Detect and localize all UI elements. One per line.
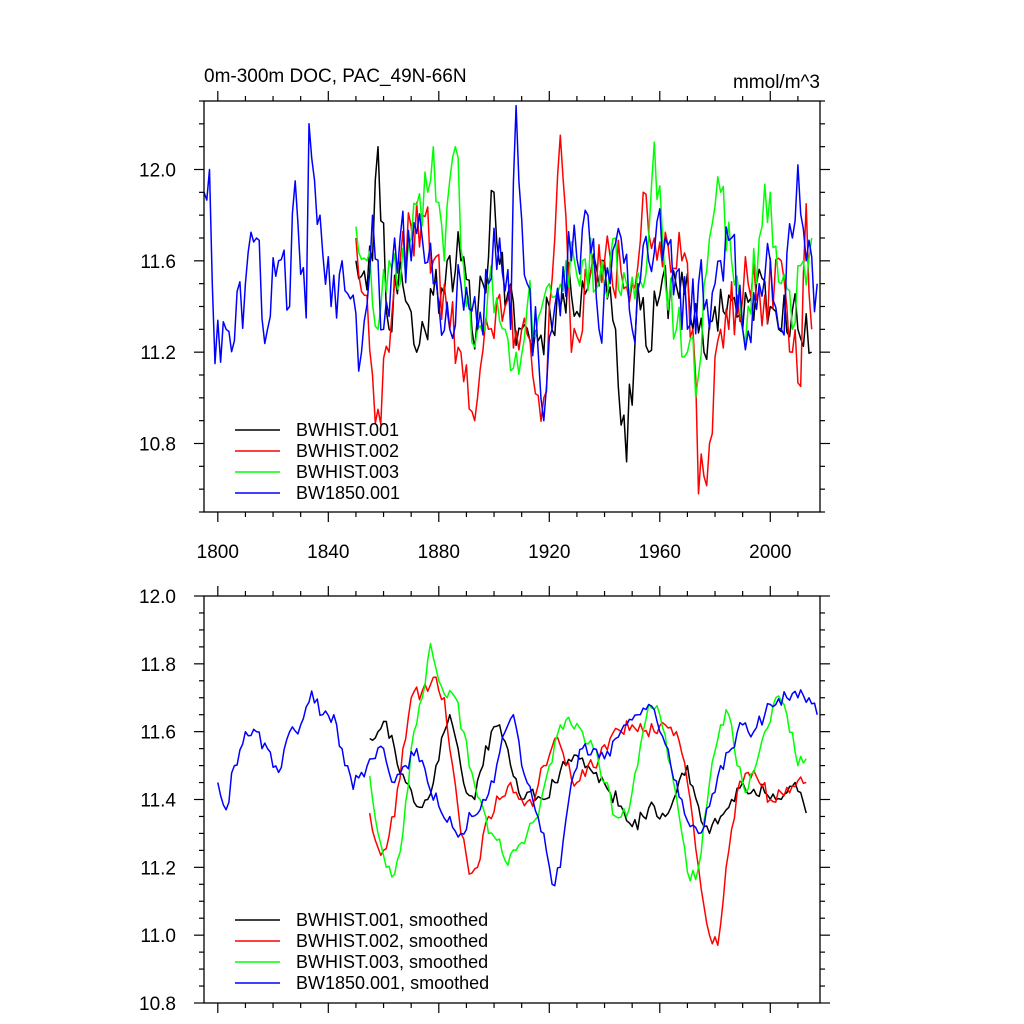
top-chart-units: mmol/m^3 <box>733 72 820 93</box>
bottom-y-tick-label: 11.4 <box>140 791 176 812</box>
top-panel: 0m-300m DOC, PAC_49N-66N mmol/m^3 1800 18… <box>139 66 830 563</box>
top-legend-label-4: BW1850.001 <box>296 483 400 503</box>
bottom-y-tick-label: 11.2 <box>140 858 176 879</box>
top-x-tick-label: 1920 <box>528 542 570 563</box>
bottom-y-tick-label: 11.6 <box>140 723 176 744</box>
bottom-y-tick-label: 10.8 <box>139 994 176 1015</box>
bottom-legend-label-2: BWHIST.002, smoothed <box>296 931 488 951</box>
bottom-y-tick-label: 11.8 <box>140 655 176 676</box>
bottom-panel: 10.8 11.0 11.2 11.4 11.6 11.8 12.0 BWHIST.001,… <box>139 586 830 1015</box>
top-legend-label-2: BWHIST.002 <box>296 441 399 461</box>
top-y-tick-label: 11.6 <box>140 252 176 273</box>
bottom-legend-label-4: BW1850.001, smoothed <box>296 973 489 993</box>
top-x-tick-label: 1840 <box>307 542 349 563</box>
bottom-series-line-2 <box>368 676 807 947</box>
top-y-tick-label: 10.8 <box>139 435 176 456</box>
top-x-tick-label: 1880 <box>418 542 460 563</box>
bottom-y-tick-label: 12.0 <box>139 587 176 608</box>
top-y-tick-label: 11.2 <box>140 343 176 364</box>
top-x-tick-label: 2000 <box>749 542 791 563</box>
bottom-legend-label-3: BWHIST.003, smoothed <box>296 952 488 972</box>
top-y-tick-label: 12.0 <box>139 161 176 182</box>
top-series-line-4 <box>204 104 818 422</box>
top-x-tick-label: 1800 <box>197 542 239 563</box>
bottom-y-tick-label: 11.0 <box>140 926 176 947</box>
top-legend-label-3: BWHIST.003 <box>296 462 399 482</box>
bottom-series-line-4 <box>217 689 818 887</box>
top-legend-label-1: BWHIST.001 <box>296 420 399 440</box>
bottom-legend-label-1: BWHIST.001, smoothed <box>296 910 488 930</box>
top-series-line-3 <box>355 141 813 399</box>
top-chart-title: 0m-300m DOC, PAC_49N-66N <box>204 66 467 87</box>
top-x-tick-label: 1960 <box>639 542 681 563</box>
bottom-series-line-3 <box>368 642 807 882</box>
